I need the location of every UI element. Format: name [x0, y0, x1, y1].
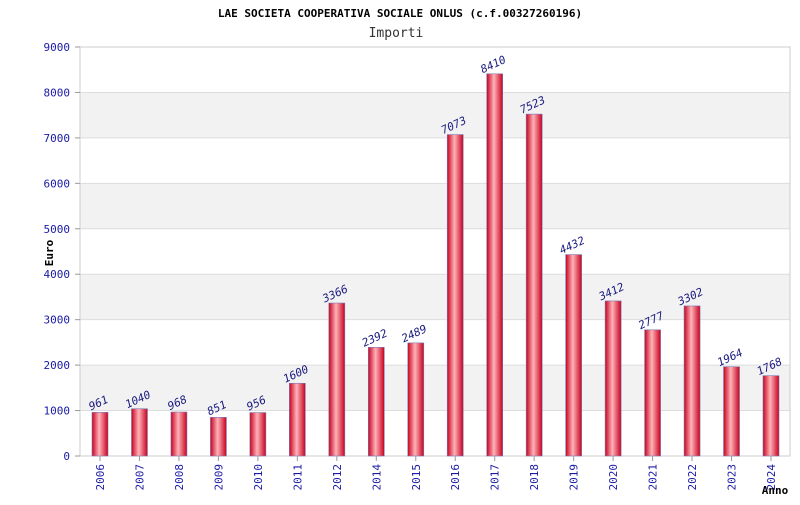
- bar-2015: [407, 342, 425, 457]
- bar-2024: [762, 375, 780, 457]
- y-ticks: 0 1000 2000 3000 4000 5000 6000 7000 8000 9000: [44, 41, 80, 463]
- data-label-2019: 4432: [557, 234, 587, 257]
- data-label-2014: 2392: [360, 326, 390, 349]
- x-tick-label-2014: 2014: [370, 464, 383, 491]
- y-tick-label: 5000: [44, 223, 71, 236]
- bar-2016: [446, 134, 464, 457]
- y-tick-label: 9000: [44, 41, 71, 54]
- bar-2006: [91, 412, 109, 457]
- chart-subtitle: Importi: [369, 26, 424, 41]
- bar-2014: [367, 346, 385, 457]
- x-tick-label-2008: 2008: [173, 464, 186, 491]
- bar-2010: [249, 412, 267, 457]
- x-ticks: 2006 2007 2008 2009 2010 2011 2012 2014 2015 2016…: [94, 456, 778, 491]
- x-tick-label-2009: 2009: [212, 464, 225, 491]
- x-tick-label-2024: 2024: [765, 464, 778, 491]
- x-tick-label-2006: 2006: [94, 464, 107, 491]
- data-label-2017: 8410: [478, 53, 508, 76]
- y-tick-label: 8000: [44, 86, 71, 99]
- y-tick-label: 2000: [44, 359, 71, 372]
- bar-2022: [683, 305, 701, 457]
- bar-2023: [723, 366, 740, 457]
- y-tick-label: 6000: [44, 177, 71, 190]
- y-tick-label: 7000: [44, 132, 71, 145]
- x-tick-label-2019: 2019: [568, 464, 581, 491]
- grid-band: [80, 183, 790, 229]
- bar-2019: [565, 254, 582, 457]
- x-tick-label-2023: 2023: [726, 464, 739, 491]
- x-tick-label-2016: 2016: [449, 464, 462, 491]
- x-tick-label-2010: 2010: [252, 464, 265, 491]
- y-tick-label: 0: [63, 450, 70, 463]
- x-tick-label-2012: 2012: [331, 464, 344, 491]
- grid-band: [80, 92, 790, 138]
- x-tick-label-2020: 2020: [607, 464, 620, 491]
- bar-2009: [210, 417, 227, 457]
- y-tick-label: 4000: [44, 268, 71, 281]
- bar-2018: [525, 113, 543, 457]
- x-tick-label-2022: 2022: [686, 464, 699, 491]
- plot-frame: [79, 46, 791, 457]
- bar-2008: [170, 411, 188, 457]
- data-label-2015: 2489: [400, 322, 430, 345]
- bar-2007: [131, 408, 148, 457]
- x-axis-label: Anno: [762, 484, 789, 497]
- grid-band: [80, 365, 790, 411]
- x-tick-label-2015: 2015: [410, 464, 423, 491]
- chart-title: LAE SOCIETA COOPERATIVA SOCIALE ONLUS (c…: [218, 7, 582, 20]
- y-tick-label: 1000: [44, 405, 71, 418]
- grid-band: [80, 274, 790, 320]
- bar-2021: [644, 329, 661, 457]
- bar-2011: [289, 382, 306, 457]
- bar-2020: [604, 300, 622, 457]
- x-tick-label-2007: 2007: [133, 464, 146, 491]
- bar-2012: [328, 302, 346, 457]
- x-tick-label-2021: 2021: [647, 464, 660, 491]
- x-tick-label-2011: 2011: [291, 464, 304, 491]
- y-axis-label: Euro: [43, 239, 56, 266]
- x-tick-label-2017: 2017: [489, 464, 502, 491]
- y-tick-label: 3000: [44, 314, 71, 327]
- x-tick-label-2018: 2018: [528, 464, 541, 491]
- grid-bands: [80, 92, 790, 411]
- bar-2017: [486, 73, 504, 457]
- gridlines: [80, 46, 790, 457]
